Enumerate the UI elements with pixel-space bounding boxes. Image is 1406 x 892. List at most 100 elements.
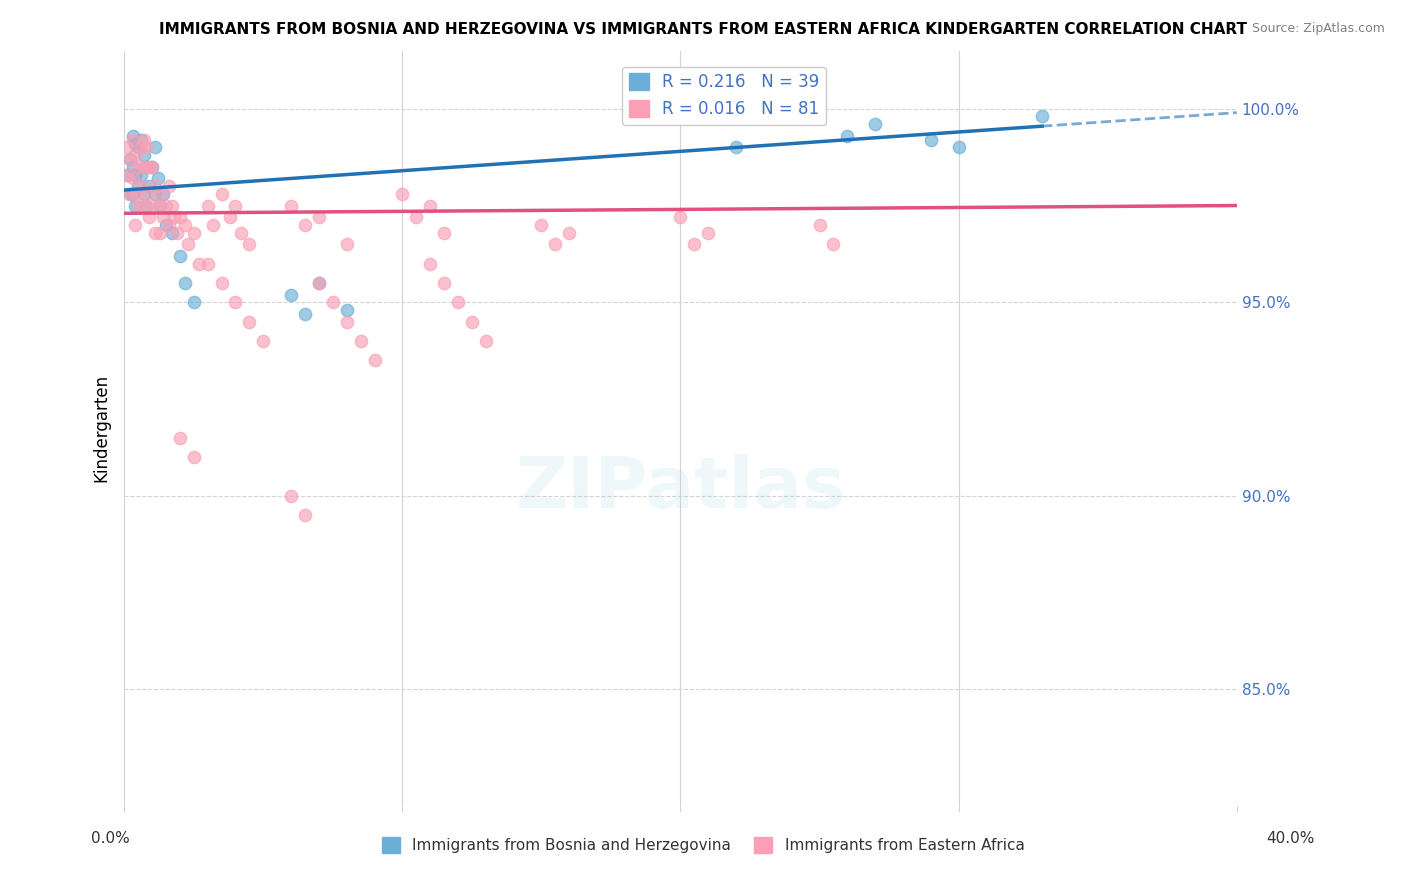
Point [697,226,720,240]
Point [336,303,359,318]
Point [135,160,157,174]
Point [475,334,498,348]
Point [252,334,274,348]
Point [118,152,141,166]
Point [149,226,172,240]
Point [155,218,177,232]
Point [121,128,143,143]
Point [138,210,160,224]
Point [219,210,242,224]
Point [149,198,172,212]
Point [129,140,152,154]
Point [349,334,371,348]
Point [129,133,152,147]
Point [121,160,143,174]
Point [127,160,149,174]
Point [124,186,146,201]
Point [336,315,359,329]
Point [863,117,886,131]
Point [138,179,160,194]
Point [155,198,177,212]
Point [132,160,155,174]
Point [211,276,233,290]
Point [115,168,138,182]
Point [135,140,157,154]
Point [132,186,155,201]
Point [229,226,252,240]
Point [308,276,330,290]
Point [143,226,166,240]
Point [419,257,441,271]
Legend: R = 0.216   N = 39, R = 0.016   N = 81: R = 0.216 N = 39, R = 0.016 N = 81 [621,67,825,125]
Point [183,295,205,310]
Point [124,168,146,182]
Point [837,128,859,143]
Point [197,198,219,212]
Point [224,198,246,212]
Point [238,237,260,252]
Point [166,226,188,240]
Point [124,218,146,232]
Point [169,210,191,224]
Point [115,168,138,182]
Point [121,171,143,186]
Point [132,148,155,162]
Text: IMMIGRANTS FROM BOSNIA AND HERZEGOVINA VS IMMIGRANTS FROM EASTERN AFRICA KINDERG: IMMIGRANTS FROM BOSNIA AND HERZEGOVINA V… [159,22,1247,37]
Point [135,186,157,201]
Point [129,168,152,182]
Point [160,198,183,212]
Point [322,295,344,310]
Point [202,218,225,232]
Point [294,307,316,321]
Point [127,179,149,194]
Point [1031,110,1053,124]
Point [405,210,427,224]
Point [143,179,166,194]
Point [308,210,330,224]
Text: ZIPatlas: ZIPatlas [516,454,845,523]
Point [157,179,180,194]
Point [124,136,146,151]
Point [558,226,581,240]
Point [669,210,692,224]
Point [224,295,246,310]
Point [294,218,316,232]
Point [169,249,191,263]
Point [238,315,260,329]
Point [280,287,302,301]
Point [146,198,169,212]
Point [152,186,174,201]
Point [433,226,456,240]
Point [183,226,205,240]
Point [174,218,197,232]
Point [530,218,553,232]
Point [132,133,155,147]
Point [141,160,163,174]
Point [135,198,157,212]
Point [124,148,146,162]
Point [211,186,233,201]
Point [143,186,166,201]
Point [160,226,183,240]
Point [461,315,484,329]
Point [152,210,174,224]
Point [920,133,942,147]
Point [127,140,149,154]
Point [725,140,748,154]
Point [121,133,143,147]
Point [132,198,155,212]
Point [115,140,138,154]
Point [127,198,149,212]
Point [177,237,200,252]
Point [447,295,470,310]
Point [391,186,413,201]
Point [336,237,359,252]
Point [138,160,160,174]
Point [146,171,169,186]
Point [174,276,197,290]
Text: Source: ZipAtlas.com: Source: ZipAtlas.com [1251,22,1385,36]
Point [197,257,219,271]
Point [118,152,141,166]
Point [294,508,316,523]
Point [157,218,180,232]
